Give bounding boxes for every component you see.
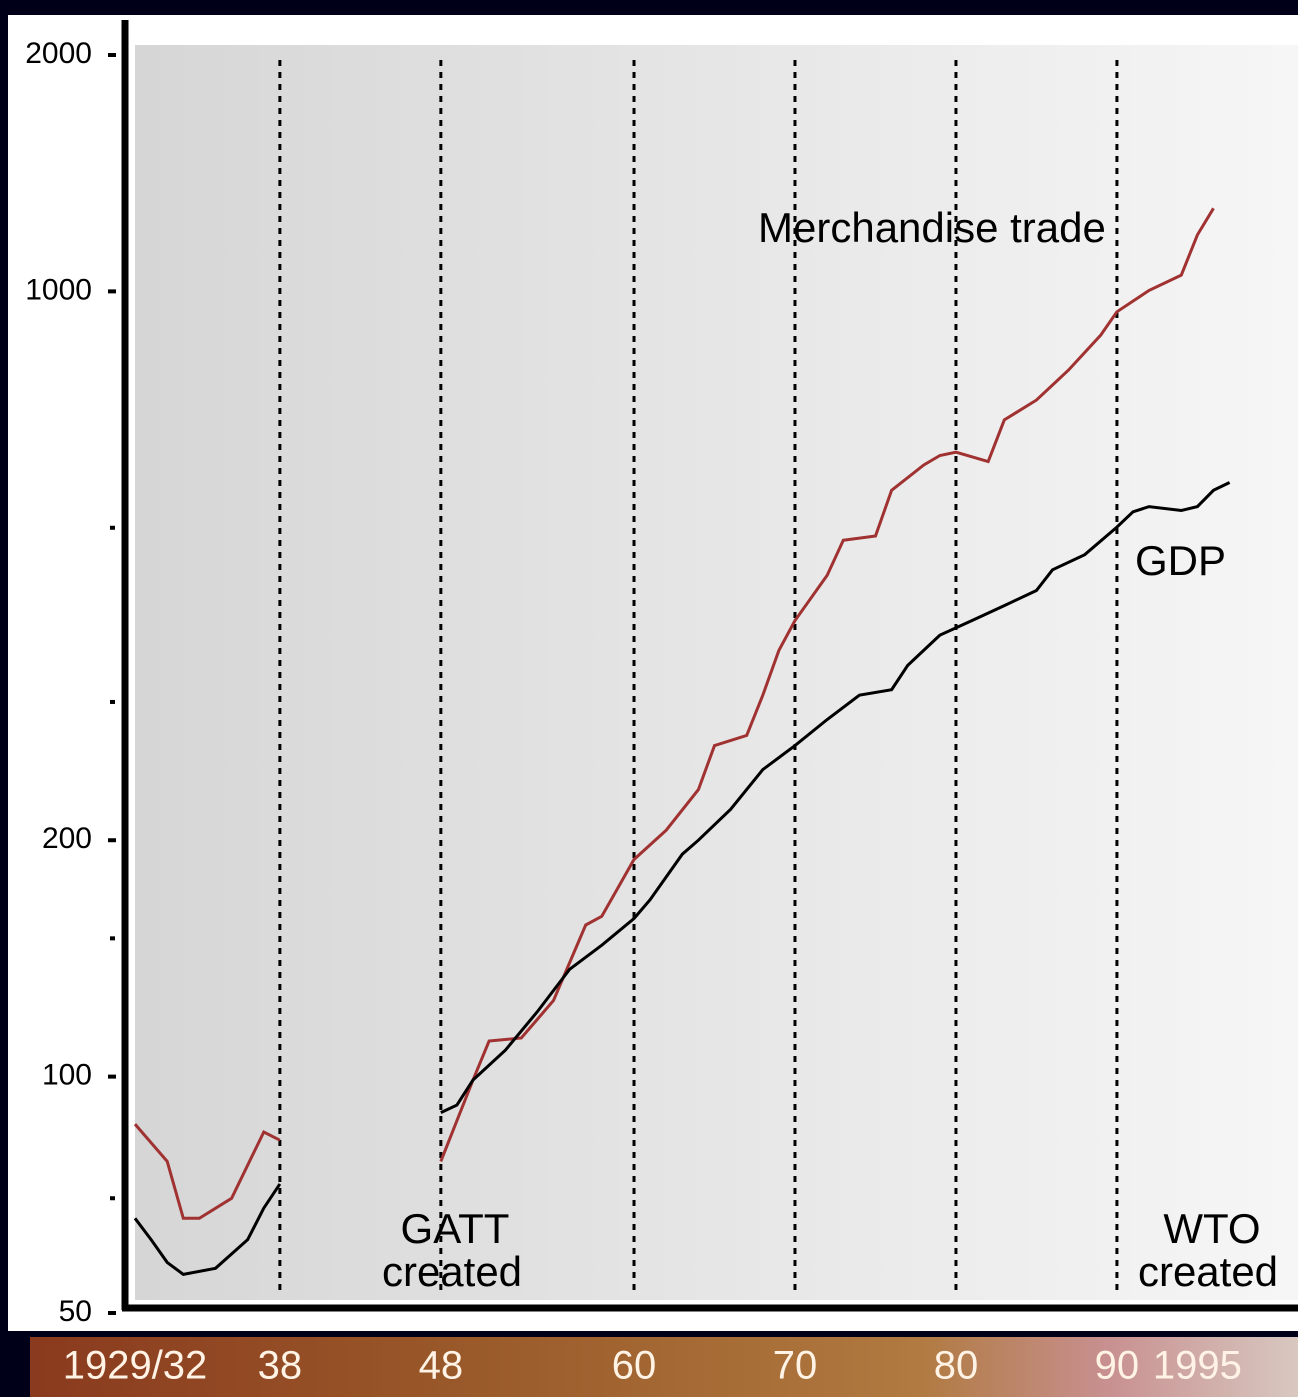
x-tick-label: 60 [612,1344,657,1388]
series-label: GDP [1135,537,1226,584]
x-axis-band [30,1337,1298,1397]
plot-area [135,45,1298,1300]
y-tick-label: 200 [42,822,92,855]
x-tick-label: 1995 [1153,1344,1242,1388]
x-tick-label: 90 [1095,1344,1140,1388]
series-line [133,481,1231,1276]
series-label: Merchandise trade [758,204,1106,251]
x-tick-label: 70 [773,1344,818,1388]
annotation: WTO [1163,1205,1260,1252]
x-tick-label: 38 [258,1344,303,1388]
y-tick-label: 50 [59,1295,92,1328]
x-tick-label: 1929/32 [63,1344,208,1388]
y-tick-label: 1000 [25,273,92,306]
annotation: GATT [401,1205,510,1252]
y-tick-label: 100 [42,1059,92,1092]
x-tick-label: 48 [419,1344,464,1388]
y-tick-label: 2000 [25,37,92,70]
annotation: created [382,1248,522,1295]
x-tick-label: 80 [934,1344,979,1388]
annotation: created [1138,1248,1278,1295]
series-line [133,207,1215,1220]
